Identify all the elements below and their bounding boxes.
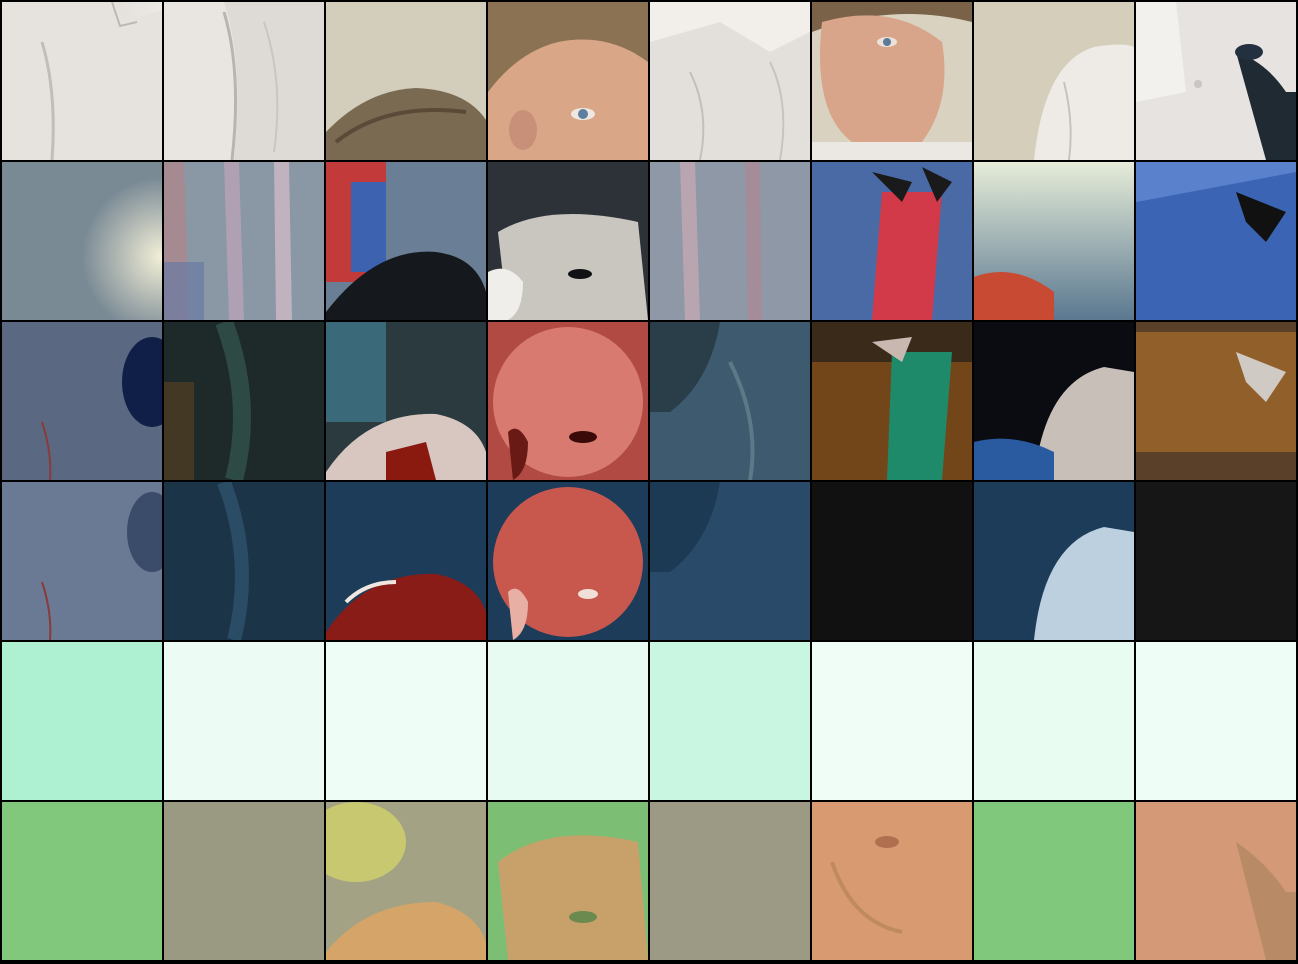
tile-r4-c6-black [812,482,972,640]
tile-r6-c1-green [2,802,162,960]
tile-r5-c2-mint-light [164,642,324,800]
tile-r1-c3-hair-top [326,2,486,160]
tile-r6-c7-green-2 [974,802,1134,960]
tile-r6-c5-khaki-plain [650,802,810,960]
tile-r5-c5-mint [650,642,810,800]
tile-r6-c4-green-face [488,802,648,960]
tile-r2-c2-shirt-glitch [164,162,324,320]
tile-r2-c4-face-bw [488,162,648,320]
tile-r3-c5-shirt-dark-teal [650,322,810,480]
tile-r1-c8-shirt-microphone [1136,2,1296,160]
tile-r1-c4-face-eyes [488,2,648,160]
tile-r2-c3-blue-checker-head [326,162,486,320]
tile-r4-c1-shirt-dark-blue-2 [2,482,162,640]
tile-r4-c4-red-face-2 [488,482,648,640]
tile-r6-c3-khaki-yellow [326,802,486,960]
tile-r6-c2-khaki [164,802,324,960]
tile-r2-c6-blue-checker-red [812,162,972,320]
tile-r5-c1-mint [2,642,162,800]
tile-r6-c6-salmon-face [812,802,972,960]
tile-r2-c1-grey-haze [2,162,162,320]
tile-r5-c7-mint-light [974,642,1134,800]
tile-r2-c5-shirt-glitch-2 [650,162,810,320]
tile-r4-c8-black-2 [1136,482,1296,640]
tile-r1-c5-shirt-collar [650,2,810,160]
tile-r1-c6-face-portrait [812,2,972,160]
tile-r5-c6-mint-light [812,642,972,800]
tile-r5-c8-mint-light [1136,642,1296,800]
tile-r3-c4-red-face [488,322,648,480]
tile-r4-c2-navy-folds [164,482,324,640]
tile-r4-c5-navy-shirt [650,482,810,640]
tile-r5-c4-mint-light [488,642,648,800]
tile-r3-c7-dark-shoulder [974,322,1134,480]
tile-r3-c3-checker-red-head [326,322,486,480]
tile-r3-c8-orange-checker [1136,322,1296,480]
tile-r3-c6-orange-checker-green [812,322,972,480]
tile-r1-c1-shirt-torso [2,2,162,160]
tile-r6-c8-salmon-mic [1136,802,1296,960]
tile-r1-c7-shirt-shoulder [974,2,1134,160]
tile-r5-c3-mint-light [326,642,486,800]
tile-r4-c7-navy-shoulder [974,482,1134,640]
tile-r4-c3-navy-red-head [326,482,486,640]
tile-r3-c2-dark-green-folds [164,322,324,480]
tile-r3-c1-shirt-dark-blue [2,322,162,480]
tile-r2-c8-blue-checker [1136,162,1296,320]
tile-r2-c7-haze-orange [974,162,1134,320]
tile-r1-c2-shirt-arm [164,2,324,160]
